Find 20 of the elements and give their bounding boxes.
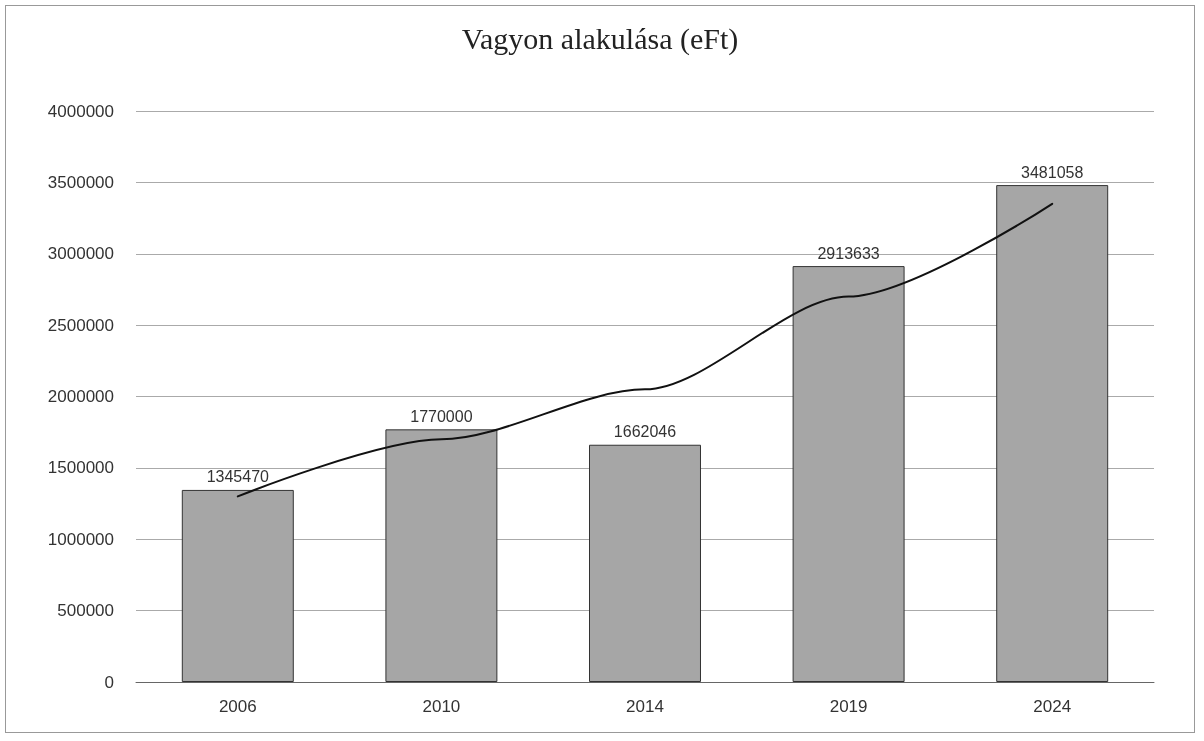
x-tick-label: 2006 [218,697,257,716]
y-tick-label: 1000000 [47,529,114,549]
y-tick-label: 2000000 [47,387,114,406]
data-label: 2913633 [817,244,880,262]
y-tick-label: 4000000 [47,101,114,121]
y-tick-label: 3500000 [47,172,114,192]
data-label: 1770000 [410,407,473,425]
chart-title: Vagyon alakulása (eFt) [461,21,739,56]
y-tick-label: 0 [104,672,114,692]
x-tick-label: 2014 [626,697,664,716]
y-tick-label: 2500000 [47,315,114,335]
y-tick-label: 1500000 [47,458,114,478]
x-tick-label: 2019 [829,697,868,716]
x-tick-label: 2024 [1033,697,1072,716]
y-tick-label: 3000000 [47,244,114,264]
data-label: 3481058 [1021,163,1084,181]
data-label: 1662046 [613,423,677,441]
y-tick-label: 500000 [57,601,114,621]
data-label: 1345470 [206,468,270,486]
x-tick-label: 2010 [422,697,461,716]
